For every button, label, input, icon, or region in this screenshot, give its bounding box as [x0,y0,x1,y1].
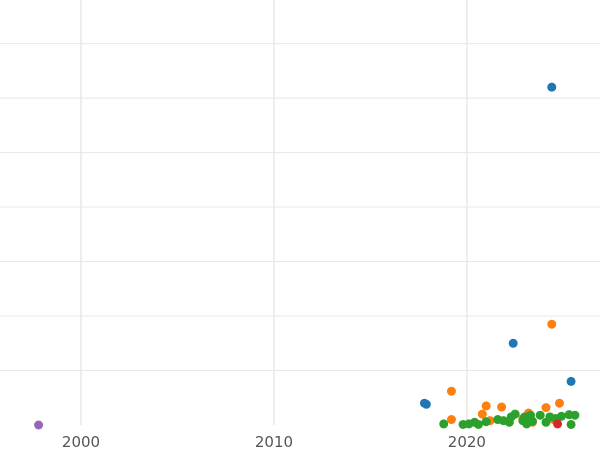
scatter-point [547,82,557,92]
scatter-point [481,401,491,411]
scatter-point [508,338,518,348]
scatter-point [547,319,557,329]
scatter-point [446,386,456,396]
grid-layer [0,0,600,425]
scatter-point [439,419,449,429]
scatter-point [570,410,580,420]
scatter-point [510,409,520,419]
scatter-point [535,410,545,420]
x-axis-tick-labels: 2000 2010 2020 [62,433,486,450]
scatter-point [541,403,551,413]
scatter-point [481,417,491,427]
points-layer [34,82,580,430]
scatter-point [446,415,456,425]
x-tick-label: 2000 [62,433,100,450]
scatter-point [553,419,563,429]
x-tick-label: 2020 [448,433,486,450]
scatter-point [556,411,566,421]
scatter-point [497,402,507,412]
scatter-point [566,419,576,429]
x-tick-label: 2010 [255,433,293,450]
scatter-point [477,409,487,419]
scatter-point [527,416,537,426]
scatter-point [421,399,431,409]
scatter-point [473,419,483,429]
scatter-point [34,420,44,430]
scatter-point [566,376,576,386]
scatter-point [554,398,564,408]
